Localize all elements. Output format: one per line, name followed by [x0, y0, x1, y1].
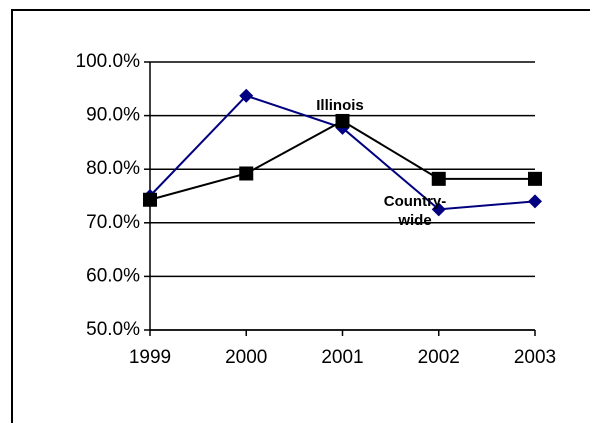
point-marker — [528, 194, 542, 209]
point-marker — [528, 171, 542, 186]
x-tick-label: 2002 — [418, 347, 460, 368]
point-marker — [335, 113, 350, 128]
series-label: Illinois — [316, 97, 364, 114]
y-tick-label: 90.0% — [86, 105, 140, 126]
frame-border — [11, 9, 590, 423]
x-tick-label: 2003 — [514, 347, 556, 368]
point-marker — [239, 166, 254, 181]
y-tick-label: 100.0% — [76, 51, 141, 72]
x-tick-label: 2000 — [225, 347, 267, 368]
series-label: Country-wide — [383, 193, 447, 229]
x-tick-label: 1999 — [129, 347, 171, 368]
point-marker — [239, 88, 254, 103]
y-tick-label: 60.0% — [86, 265, 140, 286]
x-tick-label: 2001 — [321, 347, 363, 368]
y-tick-label: 50.0% — [86, 319, 140, 340]
point-marker — [431, 171, 446, 186]
point-marker — [431, 202, 446, 217]
y-tick-label: 80.0% — [86, 158, 140, 179]
y-tick-label: 70.0% — [86, 212, 140, 233]
point-marker — [143, 192, 157, 207]
